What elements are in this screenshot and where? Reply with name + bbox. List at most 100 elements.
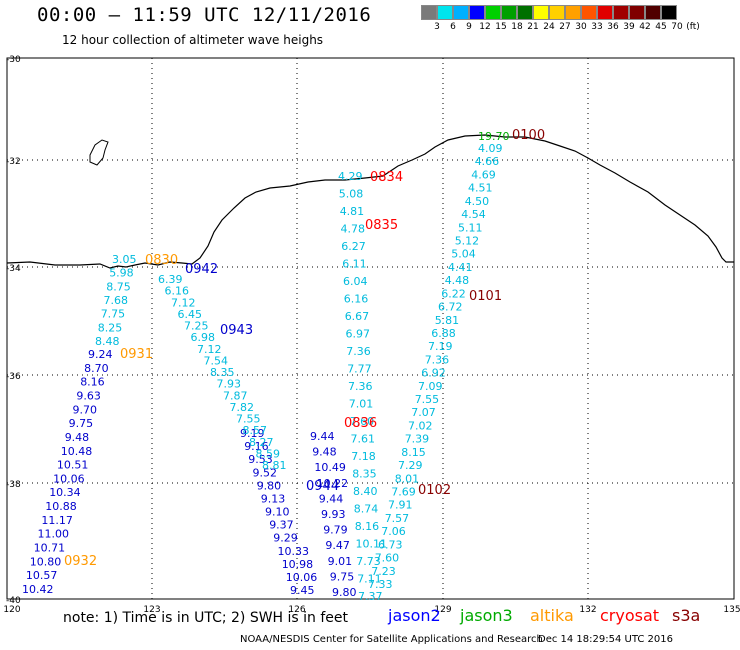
legend-label: 15 xyxy=(495,22,507,32)
sat-s3a-label: s3a xyxy=(672,606,701,625)
wave-height-value: 7.18 xyxy=(351,450,376,463)
footer-credit: NOAA/NESDIS Center for Satellite Applica… xyxy=(240,634,543,645)
lon-tick-label: 120 xyxy=(3,605,20,615)
wave-height-value: 9.80 xyxy=(332,586,357,599)
wave-height-value: 7.87 xyxy=(223,389,248,402)
wave-height-value: 6.11 xyxy=(342,258,367,271)
island-outline xyxy=(89,139,109,166)
wave-height-value: 7.91 xyxy=(388,499,413,512)
legend-swatch xyxy=(453,5,469,20)
wave-height-value: 5.08 xyxy=(339,188,364,201)
wave-height-value: 4.51 xyxy=(468,182,493,195)
wave-height-value: 7.33 xyxy=(368,578,393,591)
wave-height-value: 9.79 xyxy=(323,524,348,537)
wave-height-value: 9.47 xyxy=(325,539,350,552)
legend-swatch xyxy=(421,5,437,20)
wave-height-value: 9.24 xyxy=(88,348,113,361)
legend-swatch xyxy=(469,5,485,20)
pass-time-label: 0830 xyxy=(145,253,178,268)
sat-altika-label: altika xyxy=(530,606,574,625)
wave-height-value: 9.53 xyxy=(248,453,272,466)
lon-tick-label: 135 xyxy=(723,605,740,615)
legend-label: 70 xyxy=(671,22,683,32)
wave-height-value: 8.25 xyxy=(98,321,123,334)
lon-tick-label: 129 xyxy=(434,605,451,615)
lat-tick-label: -34 xyxy=(6,264,21,274)
legend-label: 6 xyxy=(450,22,456,32)
wave-height-value: 7.68 xyxy=(104,294,129,307)
wave-height-value: 10.48 xyxy=(61,445,93,458)
wave-height-value: 4.78 xyxy=(341,223,366,236)
wave-height-value: 8.01 xyxy=(395,472,420,485)
wave-height-value: 9.01 xyxy=(328,555,353,568)
wave-height-value: 9.10 xyxy=(265,506,290,519)
wave-height-value: 9.37 xyxy=(269,519,294,532)
wave-height-value: 6.39 xyxy=(158,273,183,286)
wave-height-value: 3.05 xyxy=(112,253,137,266)
pass-time-label: 0834 xyxy=(370,170,403,185)
wave-height-value: 9.63 xyxy=(76,390,101,403)
wave-height-value: 10.49 xyxy=(314,461,346,474)
pass-time-label: 0102 xyxy=(418,483,451,498)
wave-height-value: 9.80 xyxy=(257,479,282,492)
wave-height-value: 4.69 xyxy=(471,168,496,181)
wave-height-value: 10.51 xyxy=(57,459,89,472)
wave-height-value: 7.77 xyxy=(347,363,372,376)
legend-label: (ft) xyxy=(686,22,700,32)
sat-jason2-label: jason2 xyxy=(388,606,441,625)
wave-height-value: 9.44 xyxy=(310,430,335,443)
wave-height-value: 7.82 xyxy=(230,401,255,414)
map-grid xyxy=(7,58,734,599)
legend-label: 36 xyxy=(607,22,619,32)
wave-height-value: 8.74 xyxy=(354,503,379,516)
wave-height-value: 8.16 xyxy=(355,520,380,533)
wave-height-value: 7.39 xyxy=(405,433,430,446)
wave-height-value: 7.61 xyxy=(351,433,376,446)
legend-label: 3 xyxy=(434,22,440,32)
wave-height-value: 8.75 xyxy=(106,280,131,293)
wave-height-value: 9.29 xyxy=(273,532,298,545)
wave-height-value: 7.07 xyxy=(411,406,436,419)
legend-label: 12 xyxy=(479,22,491,32)
wave-height-value: 8.40 xyxy=(353,485,378,498)
lat-tick-label: -40 xyxy=(6,596,21,606)
legend-swatch xyxy=(661,5,677,20)
wave-height-value: 6.27 xyxy=(341,240,366,253)
wave-height-value: 10.80 xyxy=(30,555,62,568)
legend-swatch xyxy=(597,5,613,20)
wave-height-value: 7.93 xyxy=(217,378,242,391)
pass-time-label: 0836 xyxy=(344,416,377,431)
wave-height-value: 6.72 xyxy=(438,301,463,314)
legend-swatch xyxy=(565,5,581,20)
wave-height-value: 8.35 xyxy=(210,366,235,379)
wave-height-value: 10.42 xyxy=(22,583,54,596)
legend-label: 27 xyxy=(559,22,571,32)
wave-height-value: 8.70 xyxy=(84,362,109,375)
wave-height-value: 5.81 xyxy=(435,314,460,327)
wave-height-value: 10.34 xyxy=(49,486,80,499)
wave-height-value: 10.06 xyxy=(53,472,85,485)
wave-height-value: 6.16 xyxy=(165,285,190,298)
wave-height-value: 10.98 xyxy=(282,558,314,571)
wave-height-value: 11.00 xyxy=(38,528,70,541)
lat-tick-label: -36 xyxy=(6,372,21,382)
wave-height-value: 4.81 xyxy=(340,205,365,218)
wave-height-value: 7.01 xyxy=(349,398,374,411)
wave-height-value: 10.22 xyxy=(317,477,349,490)
legend-label: 21 xyxy=(527,22,539,32)
wave-height-value: 7.09 xyxy=(418,380,443,393)
sat-cryosat-label: cryosat xyxy=(600,606,660,625)
legend-label: 24 xyxy=(543,22,555,32)
lat-tick-label: -38 xyxy=(6,480,21,490)
wave-height-value: 9.93 xyxy=(321,508,346,521)
wave-height-value: 9.52 xyxy=(253,466,278,479)
wave-height-value: 6.67 xyxy=(345,310,370,323)
wave-height-value: 6.97 xyxy=(346,328,371,341)
wave-height-value: 7.06 xyxy=(381,525,406,538)
legend-label: 9 xyxy=(466,22,472,32)
wave-height-value: 5.04 xyxy=(451,248,476,261)
wave-height-value: 7.25 xyxy=(184,320,209,333)
legend-labels: 3 6 9 12 15 18 21 24 27 30 33 36 39 42 45 70 (ft) xyxy=(421,20,700,34)
pass-time-label: 0931 xyxy=(120,347,153,362)
